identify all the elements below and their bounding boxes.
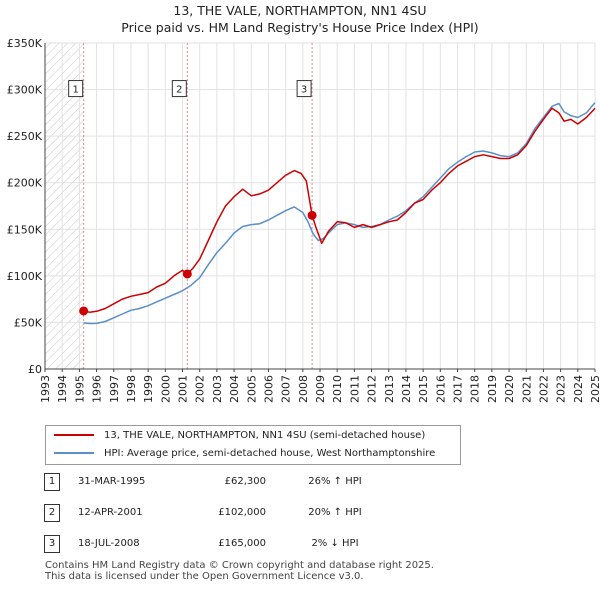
sale-hpi-diff: 26% ↑ HPI [308, 476, 362, 487]
pre-data-hatched-region [45, 43, 84, 369]
sale-callout-label: 3 [301, 85, 307, 96]
y-tick-label: £250K [7, 130, 43, 143]
sale-number-badge: 1 [44, 473, 60, 491]
sale-number-badge: 2 [44, 504, 60, 522]
table-row: 2 12-APR-2001 £102,000 20% ↑ HPI [0, 502, 600, 524]
hpi-series-line [83, 102, 596, 325]
sale-point [182, 269, 192, 279]
x-tick-label: 2018 [469, 375, 482, 403]
y-tick-label: £300K [7, 84, 43, 97]
x-tick-label: 2008 [297, 375, 310, 403]
legend: 13, THE VALE, NORTHAMPTON, NN1 4SU (semi… [45, 425, 461, 465]
x-tick-label: 2002 [194, 375, 207, 403]
sale-callout-box [68, 80, 84, 98]
x-tick-label: 2013 [383, 375, 396, 403]
x-tick-label: 1993 [39, 375, 52, 403]
sale-price: £165,000 [218, 538, 266, 549]
x-tick-label: 2000 [159, 375, 172, 403]
sale-hpi-diff: 20% ↑ HPI [308, 507, 362, 518]
sale-hpi-diff: 2% ↓ HPI [311, 538, 359, 549]
x-tick-label: 2017 [452, 375, 465, 403]
sale-point [307, 210, 317, 220]
x-tick-label: 2023 [555, 375, 568, 403]
legend-item-property: 13, THE VALE, NORTHAMPTON, NN1 4SU (semi… [54, 427, 425, 445]
x-tick-label: 2006 [262, 375, 275, 403]
property-series-line [83, 107, 596, 313]
x-tick-label: 2025 [589, 375, 600, 403]
x-tick-label: 1999 [142, 375, 155, 403]
x-tick-label: 2005 [245, 375, 258, 403]
y-tick-label: £0 [28, 363, 42, 376]
sale-date: 12-APR-2001 [78, 507, 143, 518]
legend-item-hpi: HPI: Average price, semi-detached house,… [54, 445, 435, 463]
x-tick-label: 2015 [417, 375, 430, 403]
sale-callout-label: 2 [176, 85, 182, 96]
legend-swatch-hpi [54, 452, 94, 454]
x-tick-label: 2021 [520, 375, 533, 403]
sale-price: £102,000 [218, 507, 266, 518]
table-row: 3 18-JUL-2008 £165,000 2% ↓ HPI [0, 533, 600, 555]
x-tick-label: 1996 [91, 375, 104, 403]
y-tick-label: £50K [14, 316, 43, 329]
x-tick-label: 2011 [348, 375, 361, 403]
x-tick-label: 2024 [572, 375, 585, 403]
x-tick-label: 2016 [434, 375, 447, 403]
sale-callout-box [296, 80, 312, 98]
x-tick-label: 2020 [503, 375, 516, 403]
sale-callout-label: 1 [72, 85, 78, 96]
x-tick-label: 2014 [400, 375, 413, 403]
footer-copyright: Contains HM Land Registry data © Crown c… [45, 560, 434, 571]
y-tick-label: £200K [7, 177, 43, 190]
x-tick-label: 2003 [211, 375, 224, 403]
x-tick-label: 1995 [73, 375, 86, 403]
x-tick-label: 2001 [177, 375, 190, 403]
sale-date: 18-JUL-2008 [78, 538, 140, 549]
x-tick-label: 2022 [537, 375, 550, 403]
x-tick-label: 2004 [228, 375, 241, 403]
x-tick-label: 2007 [280, 375, 293, 403]
chart-subtitle: Price paid vs. HM Land Registry's House … [121, 20, 479, 35]
x-tick-label: 2010 [331, 375, 344, 403]
price-chart: 1 2 3 £0 £50K £100K £150K £200K £250K £300K £350K… [7, 37, 600, 403]
sale-callout-box [171, 80, 187, 98]
x-tick-label: 1997 [108, 375, 121, 403]
y-tick-label: £350K [7, 37, 43, 50]
y-tick-label: £100K [7, 270, 43, 283]
legend-label-hpi: HPI: Average price, semi-detached house,… [104, 448, 436, 459]
sale-price: £62,300 [224, 476, 266, 487]
sale-point [79, 306, 89, 316]
x-tick-label: 2012 [366, 375, 379, 403]
x-tick-label: 2009 [314, 375, 327, 403]
x-tick-label: 1994 [56, 375, 69, 403]
x-tick-label: 1998 [125, 375, 138, 403]
sale-date: 31-MAR-1995 [78, 476, 146, 487]
footer-licence: This data is licensed under the Open Gov… [45, 571, 364, 582]
y-tick-label: £150K [7, 223, 43, 236]
chart-title: 13, THE VALE, NORTHAMPTON, NN1 4SU [173, 3, 427, 18]
sale-number-badge: 3 [44, 535, 60, 553]
footer: Contains HM Land Registry data © Crown c… [45, 560, 434, 582]
x-tick-label: 2019 [486, 375, 499, 403]
chart-title-block: 13, THE VALE, NORTHAMPTON, NN1 4SU Price… [0, 2, 600, 36]
table-row: 1 31-MAR-1995 £62,300 26% ↑ HPI [0, 471, 600, 493]
legend-swatch-property [54, 434, 94, 436]
legend-label-property: 13, THE VALE, NORTHAMPTON, NN1 4SU (semi… [104, 430, 426, 441]
